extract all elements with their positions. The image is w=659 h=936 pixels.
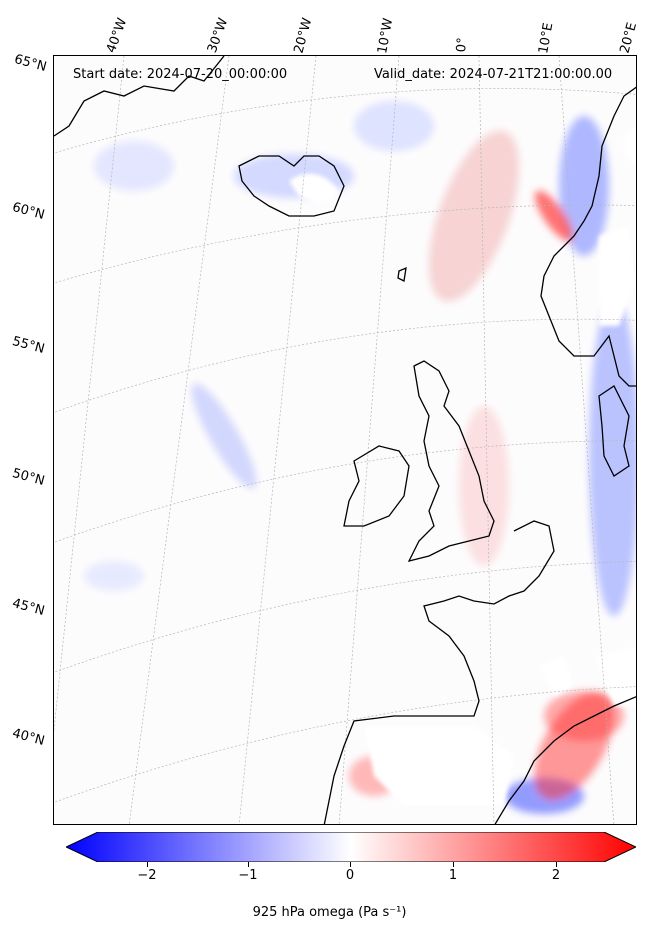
lat-label-55n: 55°N	[10, 334, 47, 357]
cb-tick-label-p1: 1	[448, 868, 458, 883]
cb-tickmark-m2	[147, 862, 148, 867]
lon-label-0: 0°	[454, 36, 471, 53]
greenland-coast	[54, 56, 225, 137]
start-date-label: Start date: 2024-07-20_00:00:00	[73, 67, 288, 82]
lon-label-40w: 40°W	[103, 16, 131, 55]
cb-tick-label-m1: −1	[238, 868, 258, 883]
lon-label-10w: 10°W	[375, 17, 397, 55]
coastlines	[54, 56, 636, 824]
lon-label-20w: 20°W	[291, 16, 316, 55]
lon-label-20e: 20°E	[617, 20, 641, 55]
colorbar-title: 925 hPa omega (Pa s⁻¹)	[252, 905, 407, 920]
lat-label-45n: 45°N	[10, 596, 47, 619]
ireland-coast	[343, 445, 410, 527]
cb-tick-label-p2: 2	[551, 868, 561, 883]
cb-tickmark-0	[350, 862, 351, 867]
lat-label-40n: 40°N	[10, 726, 47, 749]
lat-label-65n: 65°N	[12, 52, 49, 75]
iberia-med-coast	[494, 696, 636, 824]
scandinavia-coast	[540, 86, 636, 387]
map-canvas	[54, 56, 636, 824]
lat-label-60n: 60°N	[10, 200, 47, 223]
cb-tickmark-p1	[453, 862, 454, 867]
omega-field	[84, 101, 636, 814]
cb-tick-label-0: 0	[345, 868, 355, 883]
colorbar	[66, 832, 636, 862]
masked-terrain	[289, 127, 636, 806]
cb-tick-label-m2: −2	[137, 868, 157, 883]
lat-label-50n: 50°N	[10, 466, 47, 489]
cb-tickmark-p2	[556, 862, 557, 867]
graticule	[54, 56, 636, 824]
faroe-islands	[397, 266, 407, 282]
denmark-coast	[598, 385, 630, 477]
continent-coast	[323, 520, 555, 824]
lon-label-10e: 10°E	[536, 21, 557, 56]
great-britain-coast	[407, 360, 495, 562]
lon-label-30w: 30°W	[204, 16, 232, 55]
map-panel	[53, 55, 637, 825]
cb-tickmark-m1	[248, 862, 249, 867]
iceland-coast	[238, 155, 345, 217]
valid-date-label: Valid_date: 2024-07-21T21:00:00.00	[374, 67, 613, 82]
